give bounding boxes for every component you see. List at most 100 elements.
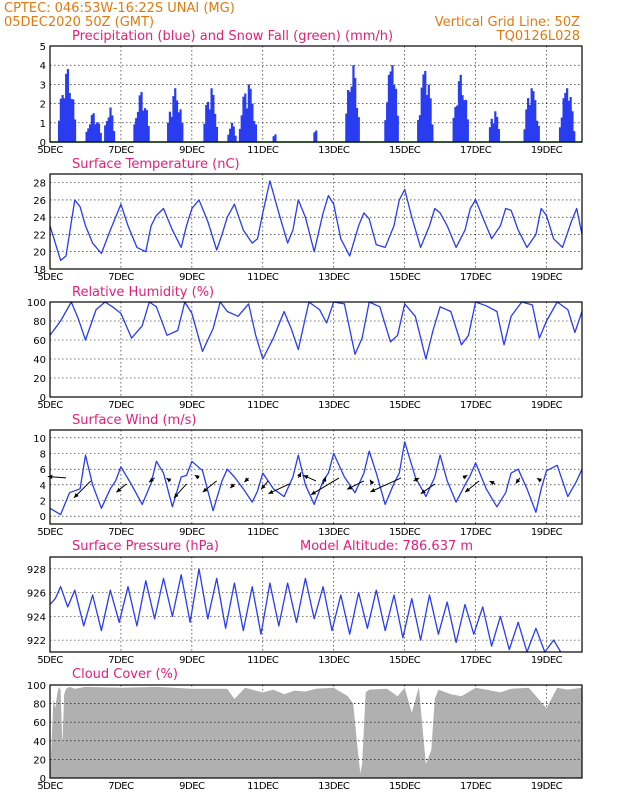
y-tick-label: 60 (33, 336, 46, 347)
header-grid-note: Vertical Grid Line: 50Z (435, 15, 580, 30)
y-tick-label: 926 (27, 589, 46, 600)
precip-bar (523, 129, 526, 142)
precip-bar (425, 94, 429, 142)
x-tick-label: 15DEC (389, 655, 421, 666)
precip-bar (214, 113, 217, 142)
wind-vector-head (244, 477, 250, 483)
precip-bar (560, 117, 563, 142)
y-tick-label: 2 (40, 497, 46, 508)
precip-bar (57, 120, 61, 142)
wind-vector (462, 474, 468, 480)
wind-vector (536, 477, 542, 483)
panel-1: 18 20 22 24 26 28 5DEC 7DEC 9DEC 11DEC 13DEC 15DEC 1… (33, 173, 583, 283)
precip-bar (212, 94, 215, 142)
wind-vector-head (173, 493, 179, 498)
wind-vector-head (515, 478, 521, 484)
wind-vector (297, 472, 302, 479)
precip-bar (274, 134, 277, 142)
y-tick-label: 18 (33, 265, 46, 276)
precip-title: Precipitation (blue) and Snow Fall (gree… (72, 29, 393, 44)
precip-bar (389, 71, 392, 142)
y-tick-label: 928 (27, 565, 46, 576)
x-tick-label: 19DEC (531, 145, 563, 156)
panel-4: 922 924 926 928 5DEC 7DEC 9DEC 11DEC 13DEC 15DEC 1… (27, 556, 583, 666)
precip-bar (466, 119, 469, 142)
precip-bar (59, 98, 62, 142)
precip-bar (535, 120, 539, 142)
wind-vector (369, 479, 375, 485)
x-tick-label: 9DEC (179, 655, 205, 666)
precip-bar (348, 91, 352, 142)
x-tick-label: 7DEC (108, 527, 134, 538)
y-tick-label: 100 (27, 298, 46, 309)
wind-vector-head (303, 475, 309, 480)
x-tick-label: 5DEC (37, 655, 63, 666)
precip-bar (528, 105, 531, 142)
x-tick-label: 19DEC (531, 272, 563, 283)
x-tick-label: 9DEC (179, 272, 205, 283)
x-tick-label: 13DEC (318, 527, 350, 538)
y-tick-label: 40 (33, 355, 46, 366)
precip-bar (238, 128, 242, 142)
precip-bar (254, 124, 258, 142)
precip-bar (97, 123, 101, 142)
wind-vector (464, 480, 480, 493)
precip-bar (525, 109, 528, 142)
precip-bar (208, 109, 211, 142)
precip-bar (136, 111, 140, 142)
cloud-title: Cloud Cover (%) (72, 667, 178, 682)
y-tick-label: 0 (40, 512, 46, 523)
precip-bar (463, 100, 466, 142)
precip-bar (142, 110, 145, 142)
plot-frame (49, 429, 583, 525)
precip-bar (569, 97, 572, 142)
precip-bar (96, 122, 99, 142)
plot-frame (49, 301, 583, 398)
precip-bar (66, 69, 70, 142)
x-tick-label: 15DEC (389, 527, 421, 538)
precip-bar (177, 112, 180, 142)
precip-bar (232, 126, 235, 142)
wind-title: Surface Wind (m/s) (72, 413, 196, 428)
y-tick-label: 20 (33, 374, 46, 385)
wind-vector-head (465, 487, 471, 493)
x-tick-label: 13DEC (318, 272, 350, 283)
precip-bar (167, 122, 170, 142)
precip-bar (85, 131, 88, 142)
precip-bar (230, 122, 234, 142)
precip-bar (386, 102, 389, 142)
wind-vector-shaft (310, 477, 340, 496)
x-tick-label: 15DEC (389, 781, 421, 792)
precip-bar (244, 93, 247, 142)
y-tick-label: 3 (40, 80, 46, 91)
x-tick-label: 11DEC (247, 527, 279, 538)
y-tick-label: 4 (40, 481, 46, 492)
temperature-line (49, 180, 583, 262)
x-tick-label: 5DEC (37, 527, 63, 538)
precip-bar (420, 87, 423, 142)
x-tick-label: 5DEC (37, 400, 63, 411)
precip-bar (566, 88, 569, 142)
x-tick-label: 17DEC (460, 400, 492, 411)
precip-bar (90, 114, 93, 142)
x-tick-label: 19DEC (531, 527, 563, 538)
precip-bar (242, 96, 245, 142)
precip-bar (571, 111, 574, 142)
y-tick-label: 1 (40, 119, 46, 130)
precip-bar (70, 99, 73, 142)
x-tick-label: 9DEC (179, 781, 205, 792)
precip-bar (355, 108, 359, 142)
wind-vector-head (202, 487, 208, 493)
wind-vector-head (166, 478, 172, 483)
x-tick-label: 17DEC (460, 145, 492, 156)
precip-bar (175, 100, 179, 142)
precip-bar (181, 123, 184, 142)
precip-bar (72, 99, 75, 142)
y-tick-label: 26 (33, 196, 46, 207)
precip-bar (179, 109, 182, 142)
precip-bar (68, 93, 71, 142)
wind-vector-head (420, 489, 426, 494)
precip-bar (352, 65, 355, 142)
precip-bar (61, 94, 64, 142)
precip-bar (94, 124, 97, 142)
